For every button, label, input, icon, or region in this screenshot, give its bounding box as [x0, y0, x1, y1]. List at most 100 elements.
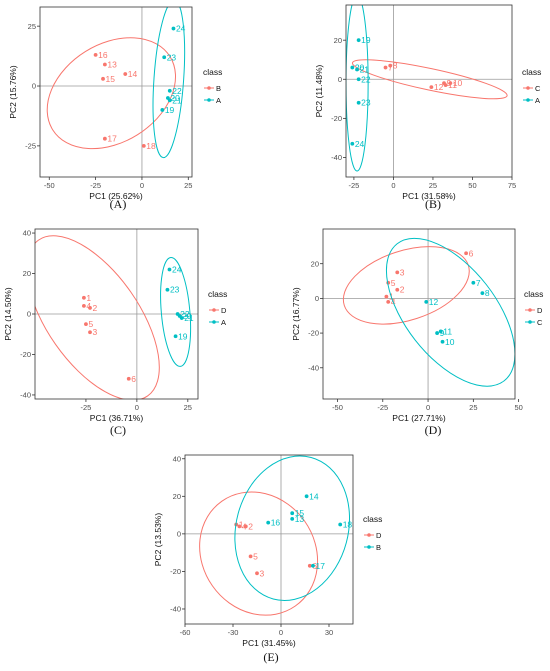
data-point	[102, 136, 107, 141]
data-point	[338, 522, 343, 527]
point-label: 22	[172, 86, 182, 96]
y-tick-label: -20	[308, 329, 319, 338]
point-label: 10	[453, 78, 463, 88]
confidence-ellipse-D	[35, 235, 160, 399]
data-point	[304, 494, 309, 499]
point-label: 3	[400, 267, 405, 277]
data-point	[480, 291, 485, 296]
legend-title: class	[522, 67, 541, 77]
y-tick-label: -20	[331, 114, 342, 123]
point-label: 21	[172, 95, 182, 105]
point-label: 13	[295, 514, 305, 524]
data-point	[88, 330, 92, 335]
data-point	[383, 65, 388, 70]
y-tick-label: 20	[173, 492, 181, 501]
data-point	[160, 108, 165, 112]
panel-label: (A)	[110, 197, 127, 211]
legend-key-point	[528, 308, 532, 312]
x-tick-label: 0	[135, 403, 139, 412]
point-label: 11	[443, 326, 452, 336]
panel-label: (B)	[425, 197, 441, 211]
point-label: 21	[184, 313, 194, 323]
x-tick-label: 25	[429, 181, 437, 190]
point-label: 1	[86, 293, 91, 303]
point-label: 21	[360, 65, 370, 75]
confidence-ellipse-A	[346, 5, 369, 172]
data-point	[84, 322, 88, 327]
plot-frame	[184, 454, 354, 625]
data-point	[350, 141, 355, 146]
data-point	[307, 563, 312, 568]
point-label: 22	[180, 309, 190, 319]
y-tick-label: -40	[308, 363, 319, 372]
point-label: 10	[445, 337, 455, 347]
data-point	[173, 334, 178, 339]
y-tick-label: -40	[170, 605, 181, 614]
point-label: 8	[485, 288, 490, 298]
data-point	[395, 287, 400, 292]
data-point	[356, 100, 361, 105]
point-label: 15	[295, 508, 305, 518]
point-label: 2	[400, 285, 405, 295]
x-axis-label: PC1 (25.62%)	[89, 191, 143, 201]
data-point	[179, 316, 184, 320]
plot-frame	[345, 4, 513, 178]
y-tick-label: -40	[331, 153, 342, 162]
data-point	[123, 72, 128, 76]
data-point	[435, 331, 440, 335]
y-axis-label: PC2 (15.76%)	[8, 65, 18, 119]
legend-entry-label: C	[535, 84, 541, 93]
legend-entry-label: A	[535, 96, 540, 105]
point-label: 19	[178, 331, 188, 341]
legend-entry-label: D	[221, 306, 227, 315]
y-tick-label: 0	[315, 294, 319, 303]
point-label: 23	[170, 285, 180, 295]
data-point	[395, 270, 400, 275]
point-label: 3	[260, 568, 265, 578]
legend-entry-label: B	[216, 84, 221, 93]
point-label: 4	[86, 301, 91, 311]
data-point	[386, 299, 391, 304]
point-label: 7	[388, 63, 393, 73]
y-axis-label: PC2 (11.48%)	[314, 64, 324, 117]
x-tick-label: -25	[348, 181, 359, 190]
plot-frame	[39, 6, 193, 178]
x-tick-label: 25	[184, 181, 192, 190]
y-axis-label: PC2 (16.77%)	[291, 287, 301, 341]
point-label: 5	[391, 278, 396, 288]
legend-title: class	[363, 514, 382, 524]
data-point	[248, 554, 253, 559]
point-label: 5	[88, 319, 93, 329]
point-label: 3	[93, 327, 98, 337]
legend-key-point	[367, 533, 371, 537]
legend: class BA	[203, 67, 222, 105]
x-tick-label: -25	[81, 403, 92, 412]
data-point	[255, 571, 259, 576]
point-label: 9	[440, 328, 445, 338]
point-label: 17	[107, 134, 117, 144]
confidence-ellipse-B	[234, 455, 351, 601]
point-label: 23	[361, 98, 371, 108]
point-label: 13	[107, 59, 117, 69]
legend-entry-label: A	[221, 318, 226, 327]
data-point	[141, 143, 146, 148]
legend: class DC	[524, 289, 543, 327]
data-point	[82, 295, 86, 300]
point-label: 11	[448, 80, 457, 90]
data-point	[167, 98, 172, 103]
confidence-ellipse-C	[351, 59, 508, 100]
confidence-ellipse-D	[199, 491, 319, 616]
plot-area: 142536141513161817	[185, 455, 353, 624]
data-point	[101, 76, 105, 81]
data-point	[440, 339, 445, 344]
x-tick-label: -50	[44, 181, 55, 190]
x-tick-label: -50	[332, 403, 343, 412]
data-point	[243, 524, 248, 529]
data-point	[93, 52, 98, 57]
x-tick-label: 50	[514, 403, 522, 412]
data-point	[356, 77, 361, 82]
legend-title: class	[208, 289, 227, 299]
data-point	[356, 38, 361, 43]
